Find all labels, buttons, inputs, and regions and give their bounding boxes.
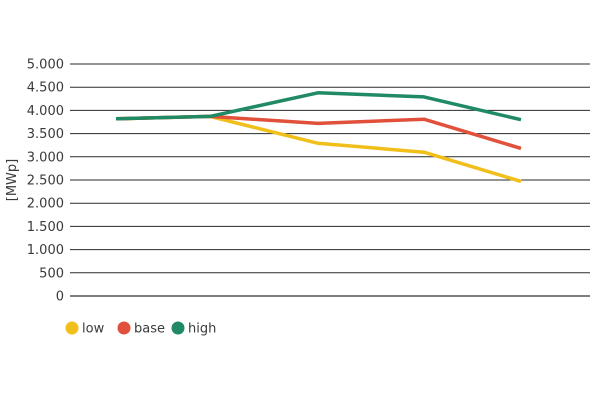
y-tick-label: 4.000 [27,104,64,119]
legend-marker [171,321,185,335]
series-lines [115,91,522,184]
legend-item-high[interactable]: high [171,321,217,337]
y-axis-label: [MWp] [5,159,20,201]
y-tick-label: 500 [39,266,64,281]
grid-lines [70,63,590,297]
legend-label: high [188,322,216,337]
y-tick-label: 2.500 [27,174,64,189]
series-line-low [115,114,522,184]
y-tick-label: 1.500 [27,220,64,235]
legend-marker [117,321,131,335]
y-tick-label: 5.000 [27,58,64,73]
y-tick-label: 4.500 [27,81,64,96]
y-tick-label: 3.000 [27,150,64,165]
legend-label: low [82,322,105,337]
y-tick-label: 3.500 [27,127,64,142]
legend-item-low[interactable]: low [65,321,105,337]
y-axis-ticks: 0 500 1.000 1.500 2.000 2.500 3.000 3.500 4.000 4… [27,58,64,305]
y-tick-label: 1.000 [27,243,64,258]
y-tick-label: 0 [56,290,64,305]
y-tick-label: 2.000 [27,197,64,212]
legend-label: base [134,322,165,337]
series-line-high [115,91,522,122]
legend-item-base[interactable]: base [117,321,166,337]
legend[interactable]: low base high [65,321,217,337]
legend-marker [65,321,79,335]
